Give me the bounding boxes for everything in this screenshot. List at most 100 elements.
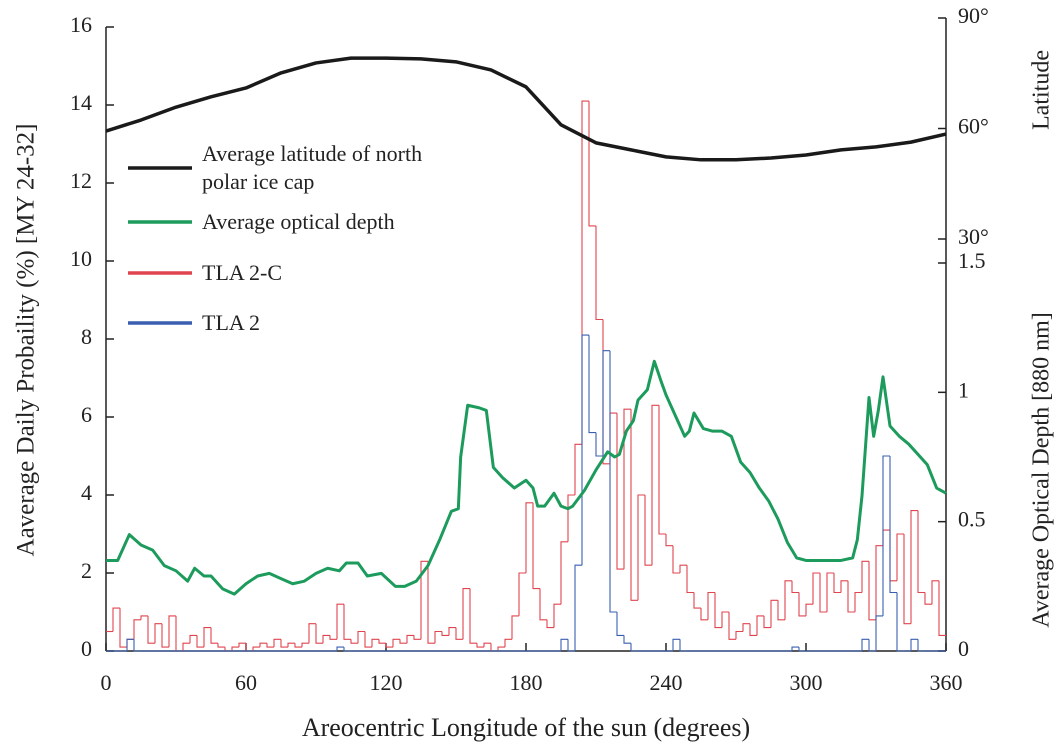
step-segment (609, 350, 617, 613)
y-tick-label: 2 (81, 558, 92, 583)
step-segment (637, 494, 645, 601)
step-segment (434, 630, 442, 644)
step-segment (210, 627, 218, 644)
step-segment (133, 619, 141, 640)
step-segment (483, 642, 491, 648)
y2-tick-label: 60° (958, 114, 989, 139)
step-segment (679, 564, 687, 573)
step-segment (504, 638, 512, 648)
step-segment (357, 630, 365, 644)
step-segment (294, 643, 302, 648)
step-segment (812, 572, 820, 605)
y-tick-label: 0 (81, 636, 92, 661)
step-segment (602, 319, 610, 465)
x-tick-label: 240 (650, 670, 683, 695)
series-line (106, 359, 947, 596)
step-segment (623, 635, 631, 644)
y-tick-label: 4 (81, 480, 92, 505)
step-segment (140, 615, 148, 620)
step-segment (672, 545, 680, 574)
step-segment (413, 635, 421, 640)
step-segment (910, 510, 918, 624)
step-segment (126, 638, 134, 648)
step-segment (574, 443, 582, 495)
step-segment (280, 639, 288, 648)
legend-box: Average optical depth (202, 186, 427, 258)
step-segment (938, 580, 946, 636)
step-segment (595, 432, 603, 457)
step-segment (497, 646, 505, 651)
step-segment (476, 643, 484, 648)
step-segment (259, 642, 267, 648)
step-segment (777, 600, 785, 621)
step-segment (644, 495, 652, 566)
y3-tick-label: 0 (958, 636, 969, 661)
step-segment (630, 409, 638, 601)
step-segment (336, 603, 344, 640)
step-segment (896, 533, 904, 581)
step-segment (819, 573, 827, 613)
step-segment (595, 225, 603, 321)
step-segment (490, 643, 498, 652)
step-segment (301, 642, 309, 648)
y2-tick-label: 90° (958, 3, 989, 28)
step-segment (658, 405, 666, 535)
step-segment (602, 350, 610, 456)
y-tick-label: 6 (81, 402, 92, 427)
step-segment (700, 608, 708, 621)
x-tick-label: 0 (101, 670, 112, 695)
y3-tick-label: 1 (958, 377, 969, 402)
step-segment (756, 615, 764, 636)
legend-box: TLA 2 (202, 287, 427, 359)
step-segment (763, 615, 771, 629)
y-tick-label: 10 (70, 246, 92, 271)
step-segment (448, 627, 456, 636)
step-segment (917, 510, 925, 594)
x-tick-label: 120 (370, 670, 403, 695)
step-segment (525, 502, 533, 573)
step-segment (798, 647, 806, 652)
step-segment (616, 612, 624, 636)
step-segment (126, 638, 134, 651)
step-segment (910, 638, 918, 651)
step-segment (735, 630, 743, 640)
step-segment (896, 592, 904, 652)
step-segment (203, 627, 211, 648)
step-segment (861, 638, 869, 651)
step-segment (679, 639, 687, 652)
y2-axis-label: Latitude (1029, 50, 1055, 130)
step-segment (805, 603, 813, 616)
step-segment (532, 502, 540, 590)
y-tick-label: 8 (81, 324, 92, 349)
step-segment (749, 623, 757, 636)
step-segment (903, 534, 911, 625)
step-segment (420, 560, 428, 640)
step-segment (770, 599, 778, 628)
step-segment (378, 639, 386, 644)
step-segment (189, 634, 197, 644)
step-segment (889, 530, 897, 582)
legend-box: TLA 2-C (202, 237, 427, 309)
step-segment (588, 335, 596, 434)
step-segment (581, 100, 589, 445)
step-segment (308, 623, 316, 644)
step-segment (840, 580, 848, 593)
step-segment (217, 643, 225, 648)
step-segment (882, 529, 890, 546)
step-segment (350, 639, 358, 644)
step-segment (784, 580, 792, 620)
step-segment (847, 580, 855, 613)
step-segment (287, 642, 295, 648)
step-segment (616, 413, 624, 570)
step-segment (875, 615, 883, 651)
step-segment (392, 638, 400, 648)
step-segment (455, 627, 463, 640)
step-segment (581, 334, 589, 566)
step-segment (707, 591, 715, 620)
step-segment (854, 591, 862, 612)
legend-entry: Average optical depth (202, 186, 427, 258)
step-segment (385, 643, 393, 648)
step-segment (469, 588, 477, 644)
step-segment (623, 408, 631, 570)
step-segment (798, 592, 806, 617)
